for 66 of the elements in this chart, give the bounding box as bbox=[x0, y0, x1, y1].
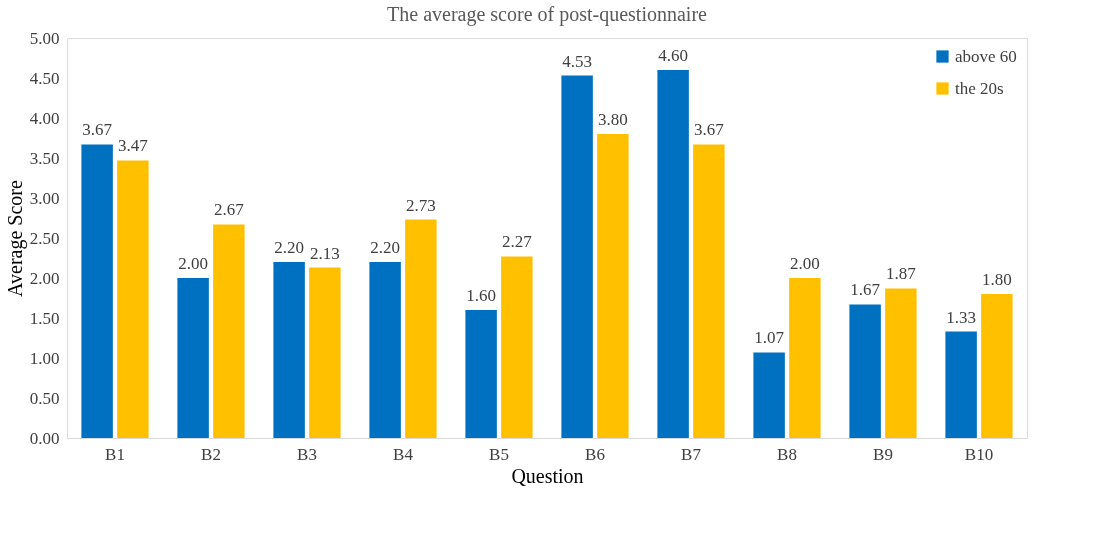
x-tick-label: B2 bbox=[201, 444, 221, 464]
bar bbox=[177, 278, 209, 438]
bar bbox=[465, 310, 497, 438]
legend-label: the 20s bbox=[955, 78, 1004, 98]
y-tick-label: 0.50 bbox=[29, 388, 60, 408]
y-tick-label: 1.00 bbox=[29, 348, 60, 368]
data-label: 2.73 bbox=[406, 195, 436, 215]
bar bbox=[369, 262, 401, 438]
data-label: 1.87 bbox=[886, 264, 917, 284]
x-tick-label: B7 bbox=[681, 444, 702, 464]
x-tick-label: B3 bbox=[297, 444, 317, 464]
x-tick-label: B8 bbox=[777, 444, 797, 464]
bar bbox=[849, 304, 881, 438]
y-tick-label: 4.00 bbox=[29, 108, 60, 128]
data-label: 1.60 bbox=[466, 286, 496, 305]
data-label: 3.47 bbox=[118, 136, 149, 156]
bar bbox=[753, 352, 785, 438]
bar bbox=[561, 75, 593, 438]
data-label: 1.67 bbox=[850, 280, 881, 300]
data-label: 1.07 bbox=[754, 328, 785, 348]
y-tick-label: 5.00 bbox=[29, 28, 60, 48]
data-label: 2.00 bbox=[178, 254, 208, 273]
data-label: 1.80 bbox=[982, 270, 1012, 289]
y-tick-label: 2.00 bbox=[29, 268, 60, 288]
bar bbox=[981, 294, 1013, 438]
data-label: 2.27 bbox=[502, 232, 533, 252]
y-tick-label: 4.50 bbox=[29, 68, 60, 88]
chart-title: The average score of post-questionnaire bbox=[387, 3, 708, 26]
data-label: 2.20 bbox=[274, 238, 304, 257]
x-tick-label: B4 bbox=[393, 444, 414, 464]
x-tick-label: B9 bbox=[873, 444, 893, 464]
y-tick-label: 2.50 bbox=[29, 228, 60, 248]
bar bbox=[501, 256, 533, 438]
bar bbox=[945, 331, 977, 438]
y-tick-label: 0.00 bbox=[29, 428, 60, 448]
bar bbox=[885, 288, 917, 438]
data-label: 3.67 bbox=[82, 120, 113, 140]
y-tick-label: 3.50 bbox=[29, 148, 60, 168]
y-tick-label: 3.00 bbox=[29, 188, 60, 208]
bar bbox=[309, 267, 341, 438]
data-label: 3.80 bbox=[598, 110, 628, 129]
bar bbox=[789, 278, 821, 438]
bar bbox=[693, 144, 725, 438]
x-axis-title: Question bbox=[511, 464, 584, 487]
bar bbox=[405, 219, 437, 438]
bar bbox=[273, 262, 305, 438]
data-label: 2.13 bbox=[310, 243, 340, 263]
bar bbox=[117, 160, 149, 438]
bar bbox=[81, 144, 113, 438]
legend-label: above 60 bbox=[955, 46, 1017, 66]
x-tick-label: B5 bbox=[489, 444, 509, 464]
data-label: 4.53 bbox=[562, 51, 592, 71]
bar bbox=[597, 134, 629, 438]
data-label: 2.67 bbox=[214, 200, 245, 220]
data-label: 2.00 bbox=[790, 254, 820, 273]
data-label: 3.67 bbox=[694, 120, 725, 140]
data-label: 4.60 bbox=[658, 46, 688, 65]
x-tick-label: B1 bbox=[105, 444, 125, 464]
data-label: 2.20 bbox=[370, 238, 400, 257]
bar bbox=[213, 224, 245, 438]
x-tick-label: B10 bbox=[964, 444, 994, 464]
bar bbox=[657, 70, 689, 438]
y-axis-title: Average Score bbox=[3, 179, 27, 297]
y-tick-label: 1.50 bbox=[29, 308, 60, 328]
x-tick-label: B6 bbox=[585, 444, 605, 464]
data-label: 1.33 bbox=[946, 307, 976, 327]
